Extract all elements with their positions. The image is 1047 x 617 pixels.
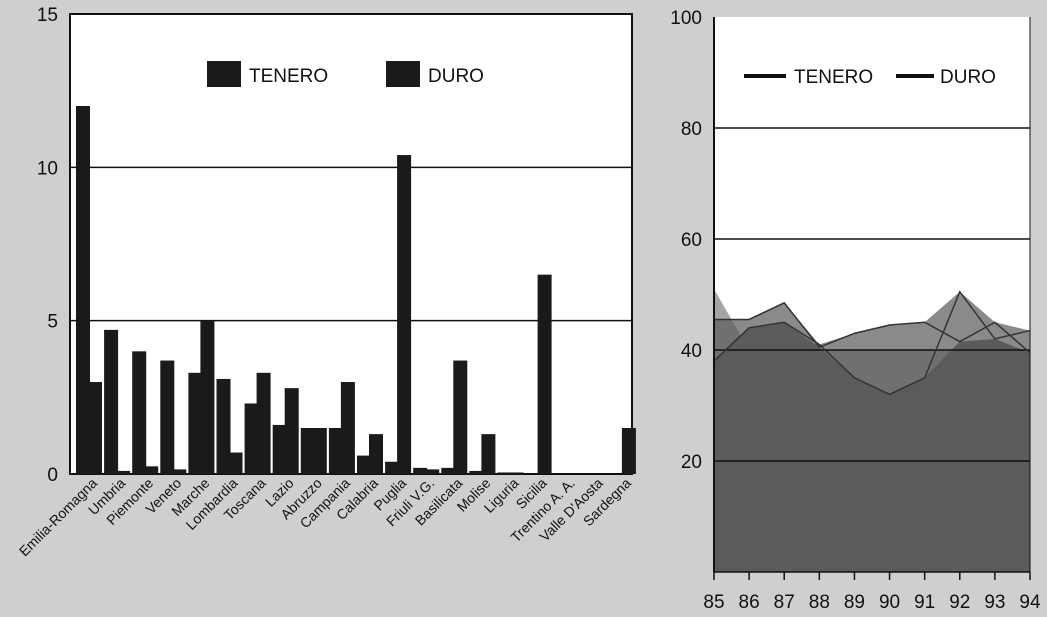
bar-ytick-label: 0 bbox=[47, 465, 58, 486]
area-ytick-label: 100 bbox=[670, 8, 702, 29]
bar-duro bbox=[116, 470, 131, 474]
bar-duro bbox=[172, 469, 187, 474]
area-xtick-label: 86 bbox=[739, 592, 760, 613]
area-legend: TENERO DURO bbox=[744, 67, 996, 88]
bar-duro bbox=[312, 428, 327, 474]
bar-duro bbox=[509, 472, 524, 474]
bar-tenero bbox=[244, 403, 259, 474]
bar-duro bbox=[537, 274, 552, 474]
area-ytick-label: 60 bbox=[681, 230, 702, 251]
area-xtick-label: 85 bbox=[703, 592, 724, 613]
bar-tenero bbox=[300, 428, 315, 474]
bar-tenero bbox=[497, 472, 512, 474]
area-xtick-label: 87 bbox=[774, 592, 795, 613]
bar-duro bbox=[256, 372, 271, 474]
area-fill-base bbox=[714, 288, 1030, 572]
bar-duro bbox=[453, 360, 468, 474]
legend-swatch-duro bbox=[386, 61, 420, 87]
legend-label-duro: DURO bbox=[428, 66, 484, 87]
area-line-duro bbox=[714, 301, 1031, 354]
bar-tenero bbox=[76, 106, 90, 474]
area-xtick-label: 90 bbox=[879, 592, 900, 613]
bar-tenero bbox=[104, 329, 119, 474]
bar-tenero bbox=[385, 461, 400, 474]
bar-tenero bbox=[357, 455, 371, 474]
bar-duro bbox=[397, 155, 412, 475]
legend-swatch-tenero bbox=[207, 61, 241, 87]
bar-duro bbox=[425, 469, 440, 474]
area-ytick-label: 20 bbox=[681, 452, 702, 473]
bar-ytick-label: 5 bbox=[47, 312, 58, 333]
bar-tenero bbox=[216, 378, 231, 474]
bar-duro bbox=[284, 388, 299, 474]
legend-label-duro-area: DURO bbox=[940, 67, 996, 88]
area-xtick-label: 93 bbox=[984, 592, 1005, 613]
bar-tenero bbox=[160, 360, 175, 474]
area-xtick-label: 89 bbox=[844, 592, 865, 613]
bar-tenero bbox=[132, 351, 147, 474]
legend-label-tenero: TENERO bbox=[249, 66, 328, 87]
bar-ytick-label: 15 bbox=[37, 5, 58, 26]
bar-duro bbox=[340, 382, 355, 474]
bar-duro bbox=[369, 434, 383, 474]
bar-duro bbox=[481, 434, 496, 474]
bar-duro bbox=[144, 466, 159, 474]
bar-tenero bbox=[441, 467, 456, 474]
bar-tenero bbox=[328, 428, 343, 474]
area-xtick-label: 94 bbox=[1019, 592, 1041, 613]
area-xtick-label: 92 bbox=[949, 592, 970, 613]
area-line-tenero bbox=[713, 290, 1031, 396]
area-xtick-label: 91 bbox=[914, 592, 935, 613]
bar-duro bbox=[200, 320, 215, 474]
area-ytick-label: 80 bbox=[681, 119, 702, 140]
area-xtick-label: 88 bbox=[809, 592, 830, 613]
area-ytick-label: 40 bbox=[681, 341, 702, 362]
bar-tenero bbox=[188, 372, 203, 474]
bar-duro bbox=[88, 382, 102, 474]
area-chart: 20 40 60 80 100 85 86 87 88 89 90 91 92 93 94 TENERO … bbox=[670, 8, 1041, 613]
bar-tenero bbox=[272, 424, 287, 474]
bar-tenero bbox=[469, 470, 484, 474]
legend-label-tenero-area: TENERO bbox=[794, 67, 873, 88]
bar-duro bbox=[228, 452, 243, 474]
bar-legend: TENERO DURO bbox=[207, 61, 484, 87]
bar-duro bbox=[621, 428, 636, 474]
bar-tenero bbox=[413, 467, 428, 474]
bar-xtick-label: Emilia-Romagna bbox=[16, 475, 101, 560]
bar-ytick-label: 10 bbox=[37, 158, 58, 179]
